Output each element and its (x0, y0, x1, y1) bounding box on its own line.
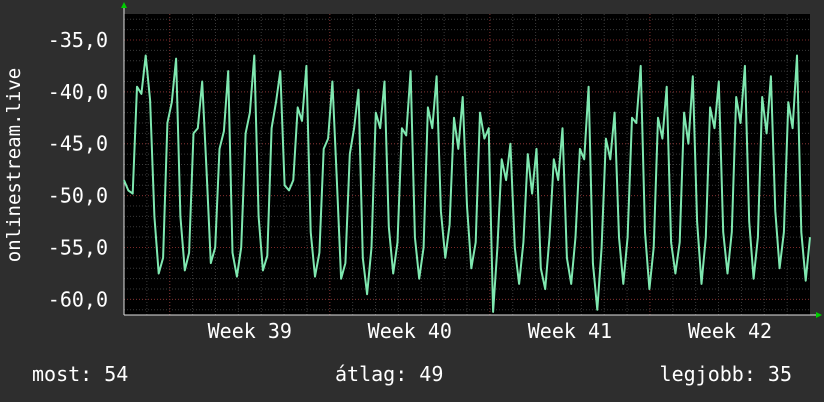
y-tick-label: -35,0 (48, 28, 108, 52)
stat-best: legjobb: 35 (659, 362, 792, 386)
y-tick-label: -55,0 (48, 236, 108, 260)
x-tick-label: Week 41 (528, 319, 612, 343)
y-tick-label: -45,0 (48, 132, 108, 156)
y-tick-label: -60,0 (48, 287, 108, 311)
y-tick-label: -40,0 (48, 80, 108, 104)
series-line-0 (123, 54, 811, 313)
y-axis-label: onlinestream.live (3, 67, 25, 263)
stat-average: átlag: 49 (335, 362, 444, 386)
x-tick-label: Week 42 (688, 319, 772, 343)
stat-current: most: 54 (32, 362, 129, 386)
y-axis-arrow (121, 2, 127, 8)
x-tick-label: Week 40 (368, 319, 452, 343)
y-tick-label: -50,0 (48, 184, 108, 208)
x-axis-arrow (816, 312, 822, 318)
x-tick-label: Week 39 (208, 319, 292, 343)
